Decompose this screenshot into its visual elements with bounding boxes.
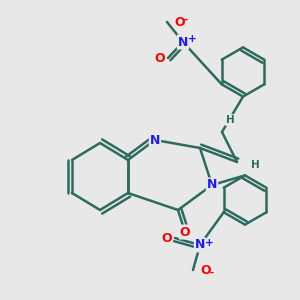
- Text: H: H: [250, 160, 260, 170]
- Text: O: O: [154, 52, 165, 64]
- Text: -: -: [184, 15, 188, 25]
- Text: N: N: [178, 35, 188, 49]
- Text: O: O: [180, 226, 190, 238]
- Text: +: +: [205, 238, 213, 248]
- Text: N: N: [195, 238, 205, 251]
- Text: H: H: [226, 115, 234, 125]
- Text: O: O: [200, 263, 211, 277]
- Text: O: O: [175, 16, 185, 28]
- Text: N: N: [207, 178, 217, 191]
- Text: O: O: [161, 232, 172, 244]
- Text: -: -: [209, 267, 214, 278]
- Text: +: +: [188, 34, 196, 44]
- Text: N: N: [150, 134, 160, 146]
